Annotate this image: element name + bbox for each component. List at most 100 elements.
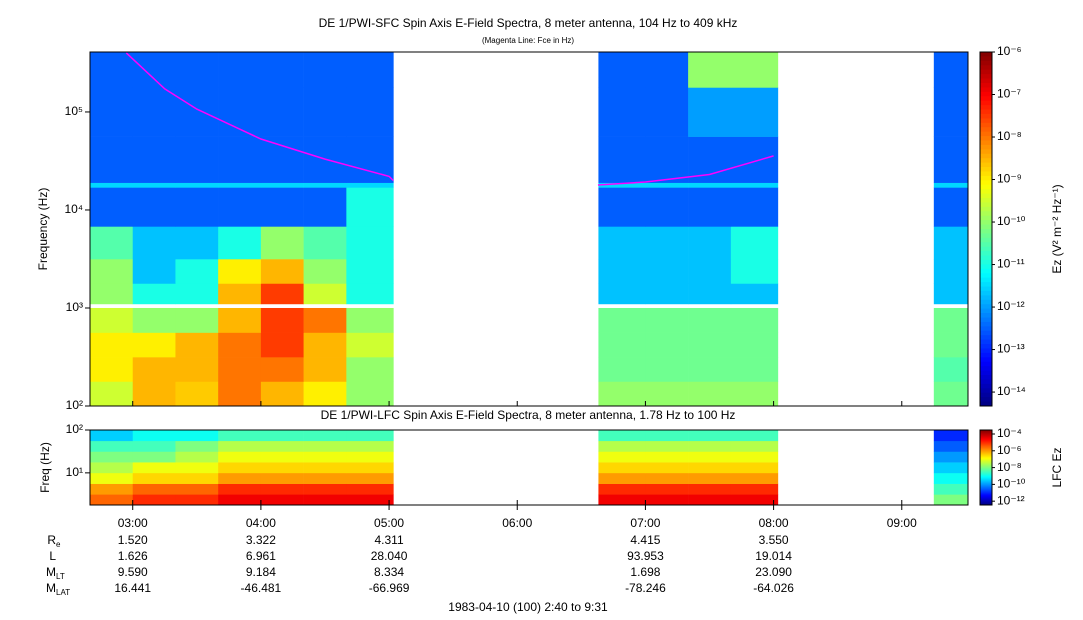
heatmap-cell [598,87,646,137]
heatmap-cell [303,357,347,382]
heatmap-cell [933,472,968,484]
heatmap-cell [260,451,304,463]
heatmap-cell [175,136,219,183]
colorbar-step [980,475,992,478]
colorbar-step [980,460,992,462]
heatmap-cell [730,136,779,183]
heatmap-cell [933,494,968,505]
colorbar-step [980,286,992,292]
heatmap-cell [730,440,779,452]
colorbar-step [980,144,992,150]
ephemeris-value: 28.040 [371,549,408,563]
heatmap-cell [598,182,646,188]
colorbar-step [980,348,992,354]
heatmap-cell [346,451,394,463]
colorbar-step [980,109,992,115]
heatmap-cell [260,472,304,484]
colorbar-step [980,233,992,239]
colorbar-step [980,499,992,501]
colorbar-frame [979,51,993,407]
heatmap-cell [218,187,262,227]
heatmap-cell [260,494,304,505]
heatmap-cell [90,462,134,474]
ephemeris-value: -46.481 [241,581,282,595]
heatmap-cell [218,462,262,474]
colorbar-step [980,451,992,453]
ephemeris-value: -66.969 [369,581,410,595]
heatmap-cell [933,462,968,474]
colorbar-step [980,352,992,358]
colorbar-step [980,448,992,451]
heatmap-cell [260,182,304,188]
heatmap-cell [260,440,304,452]
colorbar-step [980,467,992,469]
colorbar-step [980,193,992,199]
heatmap-cell [90,451,134,463]
ephemeris-value: 4.415 [630,533,660,547]
colorbar-step [980,153,992,159]
heatmap-cell [688,52,732,88]
heatmap-cell [730,187,779,227]
heatmap-cell [260,187,304,227]
heatmap-cell [132,430,176,442]
heatmap-cell [175,357,219,382]
colorbar-step [980,464,992,467]
heatmap-cell [688,472,732,484]
x-tick-label: 06:00 [502,516,532,530]
colorbar-step [980,361,992,367]
colorbar-step [980,87,992,93]
heatmap-cell [175,259,219,284]
colorbar-step [980,308,992,314]
heatmap-cell [175,332,219,358]
heatmap-cell [688,440,732,452]
colorbar-step [980,445,992,448]
colorbar-step [980,375,992,380]
colorbar-step [980,496,992,498]
heatmap-cell [303,483,347,495]
colorbar-step [980,491,992,494]
heatmap-cell [346,472,394,484]
ephemeris-value: 4.311 [375,533,404,547]
colorbar-step [980,487,992,489]
heatmap-cell [598,451,646,463]
heatmap-cell [132,307,176,333]
colorbar-step [980,299,992,305]
heatmap-cell [132,226,176,260]
heatmap-cell [598,462,646,474]
colorbar-step [980,224,992,230]
heatmap-cell [688,451,732,463]
heatmap-cell [730,283,779,305]
heatmap-cell [132,357,176,382]
heatmap-cell [730,52,779,88]
colorbar-step [980,220,992,226]
ephemeris-value: 3.550 [759,533,789,547]
colorbar-step [980,370,992,376]
heatmap-cell [645,226,689,260]
colorbar-step [980,105,992,111]
heatmap-cell [175,451,219,463]
colorbar-step [980,335,992,341]
plot-frame [89,51,969,407]
plot-frame [89,429,969,506]
heatmap-cell [598,226,646,260]
colorbar-step [980,118,992,124]
heatmap-cell [598,332,646,358]
heatmap-cell [346,182,394,188]
heatmap-cell [218,494,262,505]
heatmap-cell [730,472,779,484]
colorbar-step [980,277,992,283]
x-tick-label: 08:00 [759,516,789,530]
heatmap-cell [90,430,134,442]
heatmap-cell [730,259,779,284]
y-tick-label: 10⁴ [64,202,83,216]
heatmap-cell [688,182,732,188]
heatmap-cell [933,381,968,406]
heatmap-cell [218,332,262,358]
heatmap-cell [346,462,394,474]
colorbar-step [980,474,992,476]
colorbar-step [980,481,992,483]
colorbar-step [980,502,992,504]
heatmap-cell [346,187,394,227]
heatmap-cell [688,462,732,474]
